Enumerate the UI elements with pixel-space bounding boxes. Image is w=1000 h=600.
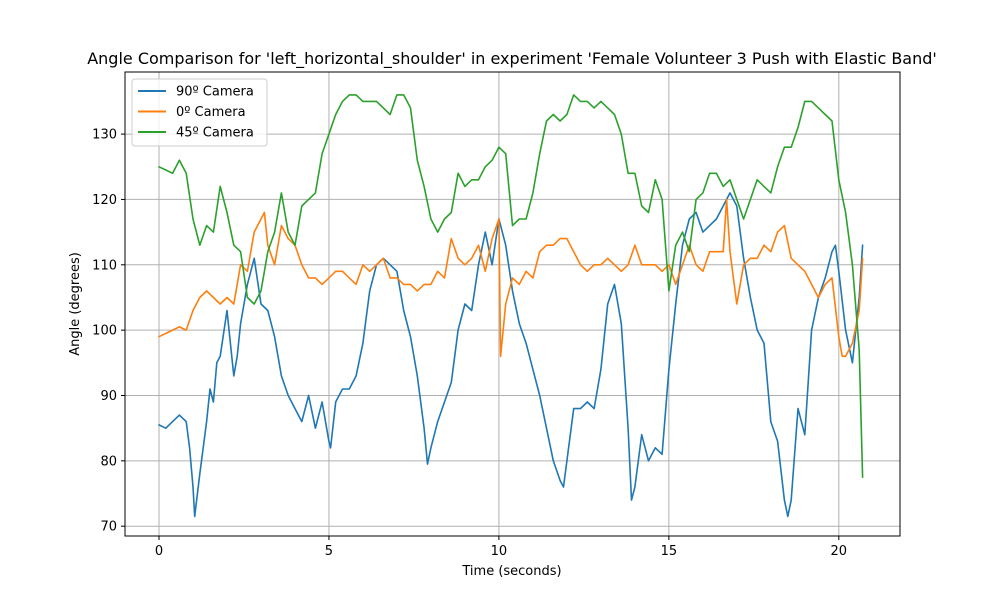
- y-tick-label: 80: [100, 454, 117, 469]
- legend-entry-label: 0º Camera: [176, 105, 246, 120]
- legend: 90º Camera 0º Camera 45º Camera: [131, 78, 268, 147]
- y-tick-label: 120: [92, 193, 117, 208]
- y-tick-label: 110: [92, 258, 117, 273]
- chart-title: Angle Comparison for 'left_horizontal_sh…: [87, 49, 937, 69]
- plot-frame: [124, 71, 901, 537]
- x-axis-ticks: 0 5 10 15 20: [155, 536, 847, 559]
- series-layer: [158, 94, 864, 518]
- legend-entry-label: 45º Camera: [176, 126, 254, 141]
- x-tick-label: 0: [155, 544, 163, 559]
- x-tick-label: 5: [325, 544, 333, 559]
- x-tick-label: 20: [831, 544, 848, 559]
- y-tick-label: 70: [100, 520, 117, 535]
- legend-box: [131, 78, 268, 147]
- y-tick-label: 130: [92, 128, 117, 143]
- series-line-2: [158, 198, 864, 358]
- x-tick-label: 10: [491, 544, 508, 559]
- legend-entry-label: 90º Camera: [176, 85, 254, 100]
- x-tick-label: 15: [661, 544, 678, 559]
- x-axis-label: Time (seconds): [461, 564, 561, 579]
- y-tick-label: 100: [92, 324, 117, 339]
- y-axis-ticks: 70 80 90 100 110 120 130: [92, 128, 125, 535]
- y-axis-label: Angle (degrees): [68, 252, 83, 356]
- series-line-1: [158, 192, 864, 518]
- y-tick-label: 90: [100, 389, 117, 404]
- series-line-3: [158, 94, 864, 479]
